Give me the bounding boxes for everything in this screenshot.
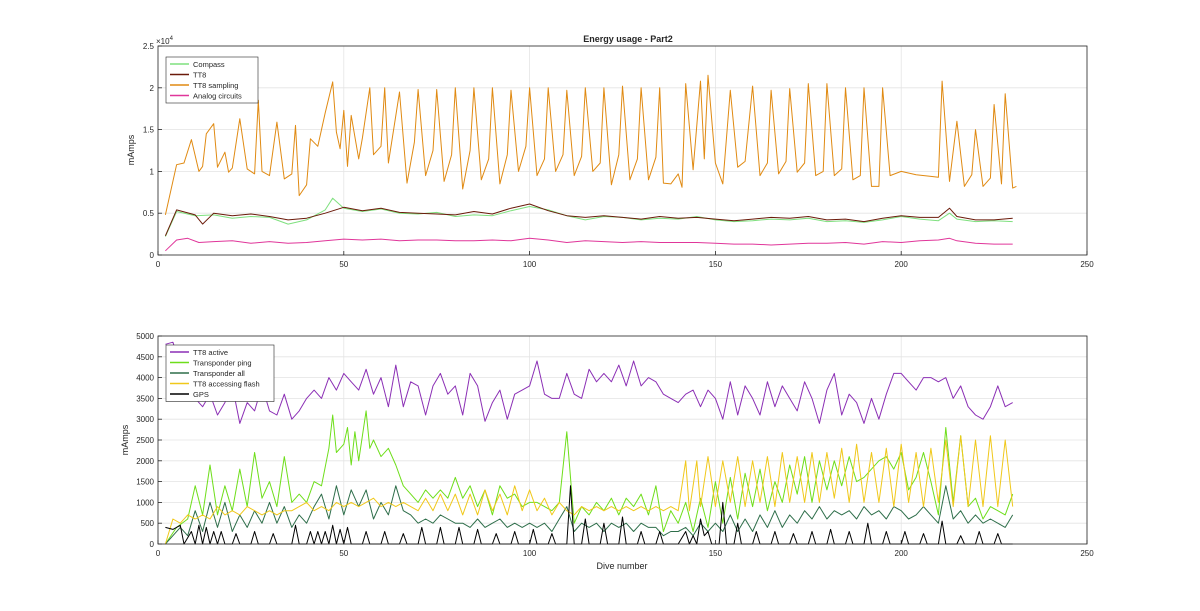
legend-label-transponder-ping: Transponder ping — [193, 359, 252, 368]
x-tick-label: 200 — [895, 549, 909, 558]
x-tick-label: 50 — [339, 260, 348, 269]
y-tick-label: 1.5 — [143, 126, 155, 135]
chart-title: Energy usage - Part2 — [583, 34, 673, 44]
x-tick-label: 250 — [1080, 260, 1094, 269]
legend-label-gps: GPS — [193, 390, 209, 399]
top-exponent-power: 4 — [170, 36, 174, 42]
axes-box — [157, 45, 1088, 256]
y-tick-label: 3000 — [136, 415, 154, 424]
legend-label-tt8: TT8 — [193, 71, 206, 80]
x-tick-label: 200 — [895, 260, 909, 269]
series-line-transponder-ping — [164, 410, 1014, 545]
y-tick-label: 3500 — [136, 394, 154, 403]
y-tick-label: 2500 — [136, 436, 154, 445]
x-tick-label: 100 — [523, 260, 537, 269]
series-line-transponder-all — [165, 485, 1014, 545]
top-exponent-label: ×104 — [156, 36, 174, 46]
y-tick-label: 0.5 — [143, 209, 155, 218]
x-tick-label: 150 — [709, 260, 723, 269]
y-tick-label: 1500 — [136, 478, 154, 487]
bottom-x-axis-label: Dive number — [596, 561, 647, 571]
top-axes: 0 50 100 150 200 250 0 0.5 1 1.5 2 2.5 Energy usage… — [126, 34, 1094, 269]
legend-label-tt8-active: TT8 active — [193, 348, 228, 357]
legend-label-tt8-accessing-flash: TT8 accessing flash — [193, 380, 260, 389]
plot-layer: 0 50 100 150 200 2500500100015002000250030003… — [136, 332, 1094, 558]
series-line-tt8-active — [165, 341, 1013, 424]
y-tick-label: 1000 — [136, 498, 154, 507]
x-tick-label: 150 — [709, 549, 723, 558]
y-tick-label: 1 — [150, 167, 155, 176]
plot-layer: 0 50 100 150 200 250 0 0.5 1 1.5 2 2.5 — [143, 42, 1094, 269]
legend-label-tt8-sampling: TT8 sampling — [193, 81, 238, 90]
y-tick-label: 4000 — [136, 374, 154, 383]
y-tick-label: 5000 — [136, 332, 154, 341]
top-exponent-base: ×10 — [156, 37, 170, 46]
x-tick-label: 250 — [1080, 549, 1094, 558]
x-tick-label: 0 — [156, 260, 161, 269]
legend-label-analog-circuits: Analog circuits — [193, 92, 242, 101]
bottom-axes: 0 50 100 150 200 2500500100015002000250030003… — [120, 332, 1094, 571]
x-tick-label: 0 — [156, 549, 161, 558]
x-tick-label: 50 — [339, 549, 348, 558]
y-tick-label: 0 — [150, 251, 155, 260]
x-tick-label: 100 — [523, 549, 537, 558]
series-line-compass — [164, 197, 1013, 237]
legend-label-compass: Compass — [193, 60, 225, 69]
series-line-tt8-sampling — [164, 74, 1017, 216]
legend-label-transponder-all: Transponder all — [193, 369, 245, 378]
y-tick-label: 4500 — [136, 353, 154, 362]
top-y-axis-label: mAmps — [126, 134, 136, 165]
y-tick-label: 2000 — [136, 457, 154, 466]
y-tick-label: 2.5 — [143, 42, 155, 51]
bottom-y-axis-label: mAmps — [120, 424, 130, 455]
series-line-tt8 — [164, 203, 1013, 236]
y-tick-label: 500 — [141, 519, 155, 528]
y-tick-label: 2 — [150, 84, 155, 93]
series-line-analog-circuits — [165, 237, 1013, 252]
y-tick-label: 0 — [150, 540, 155, 549]
series-line-tt8-accessing-flash — [164, 435, 1014, 545]
